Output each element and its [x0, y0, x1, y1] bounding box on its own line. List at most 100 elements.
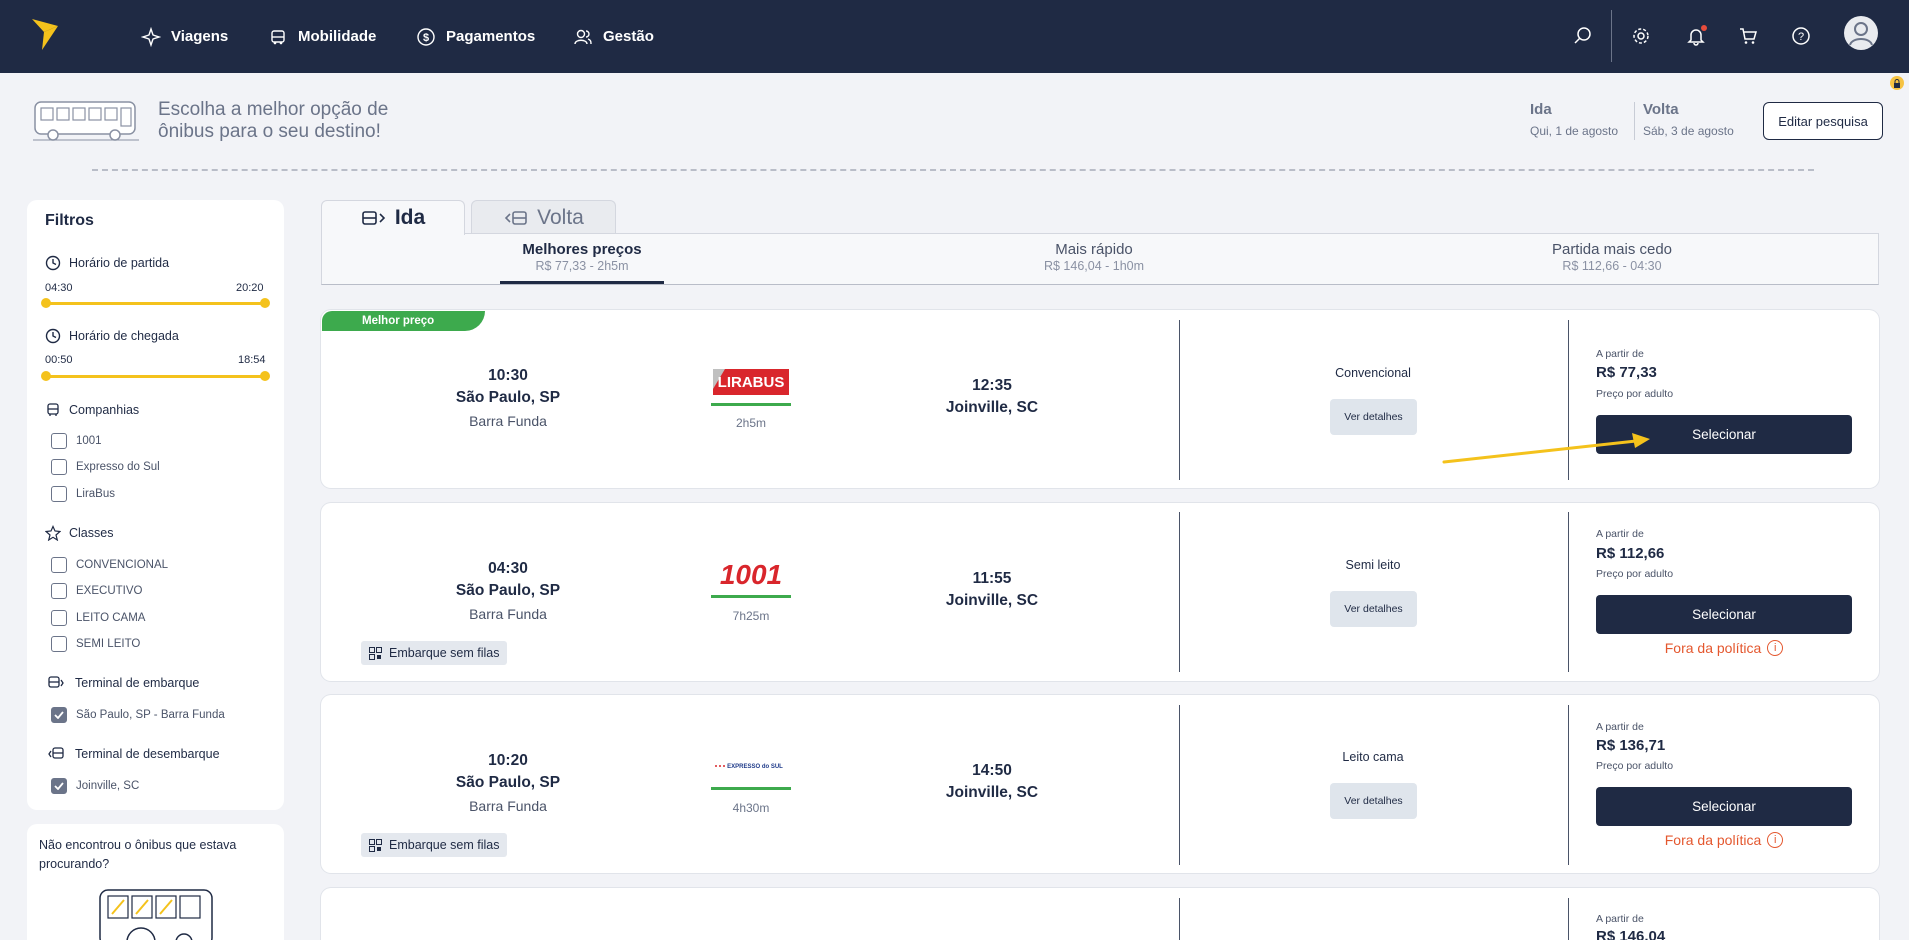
checkbox-checked[interactable] [51, 707, 67, 723]
arrival-city: Joinville, SC [945, 399, 1039, 416]
company-underline [711, 403, 791, 406]
nav-pagamentos[interactable]: $ Pagamentos [416, 0, 535, 73]
nav-viagens-label: Viagens [171, 28, 229, 45]
arrival-time: 14:50 [972, 762, 1012, 779]
filters-title: Filtros [45, 212, 94, 229]
info-icon[interactable]: i [1767, 832, 1784, 848]
select-button[interactable]: Selecionar [1596, 787, 1852, 826]
company-option-lirabus[interactable]: LiraBus [51, 486, 115, 502]
sort-subtitle: R$ 77,33 - 2h5m [535, 259, 629, 273]
company-option-1001[interactable]: 1001 [51, 433, 102, 449]
tab-ida[interactable]: Ida [321, 200, 465, 235]
company-option-expresso-do-sul[interactable]: Expresso do Sul [51, 459, 160, 475]
card-divider [1179, 898, 1180, 940]
checkbox[interactable] [51, 557, 67, 573]
departure-time: 10:30 [488, 367, 528, 384]
filters-panel [27, 200, 284, 810]
logo-icon[interactable] [30, 16, 60, 52]
gear-icon[interactable] [1627, 22, 1655, 50]
bus-class: Convencional [1335, 366, 1411, 380]
users-icon [574, 29, 592, 44]
out-of-policy-warning[interactable]: Fora da política i [1596, 832, 1852, 848]
car-icon [271, 29, 285, 44]
departure-station: Barra Funda [469, 798, 547, 814]
price-from-label: A partir de [1596, 348, 1644, 360]
result-card [321, 503, 1879, 681]
card-divider [1568, 705, 1569, 865]
svg-text:?: ? [1798, 31, 1804, 43]
checkbox[interactable] [51, 583, 67, 599]
company-option-label: 1001 [76, 435, 102, 447]
ida-info: Ida Qui, 1 de agosto [1530, 101, 1618, 138]
select-button[interactable]: Selecionar [1596, 415, 1852, 454]
tab-volta[interactable]: Volta [471, 200, 616, 234]
bell-icon[interactable] [1682, 22, 1710, 50]
class-option-semi-leito[interactable]: SEMI LEITO [51, 636, 140, 652]
out-of-policy-warning[interactable]: Fora da política i [1596, 640, 1852, 656]
arrival-slider-min-handle[interactable] [41, 371, 51, 381]
sort-earliest[interactable]: Partida mais cedo R$ 112,66 - 04:30 [1512, 241, 1712, 273]
landing-option-joinville[interactable]: Joinville, SC [51, 778, 139, 794]
card-divider [1179, 512, 1180, 672]
class-option-leito-cama[interactable]: LEITO CAMA [51, 610, 145, 626]
avatar-icon[interactable] [1844, 16, 1878, 50]
search-icon[interactable] [1569, 22, 1597, 50]
select-button[interactable]: Selecionar [1596, 595, 1852, 634]
departure-slider[interactable] [41, 298, 270, 308]
result-card [321, 888, 1879, 940]
card-divider [1179, 320, 1180, 480]
price-per-adult-label: Preço por adulto [1596, 568, 1674, 580]
edit-search-button[interactable]: Editar pesquisa [1763, 102, 1883, 140]
trip-duration: 7h25m [732, 609, 770, 623]
checkbox[interactable] [51, 486, 67, 502]
nav-viagens[interactable]: Viagens [141, 0, 228, 73]
companies-filter: Companhias [45, 402, 139, 418]
checkbox-checked[interactable] [51, 778, 67, 794]
cart-icon[interactable] [1734, 22, 1762, 50]
sort-options-bar [321, 233, 1879, 285]
check-icon [54, 711, 64, 719]
details-button[interactable]: Ver detalhes [1330, 591, 1417, 627]
class-option-label: LEITO CAMA [76, 612, 146, 624]
check-icon [54, 782, 64, 790]
checkbox[interactable] [51, 610, 67, 626]
price-from-label: A partir de [1596, 913, 1644, 925]
landing-terminal-filter: Terminal de desembarque [45, 746, 220, 762]
sort-subtitle: R$ 146,04 - 1h0m [1043, 259, 1145, 273]
out-of-policy-label: Fora da política [1664, 640, 1762, 656]
result-card [321, 695, 1879, 873]
price-per-adult-label: Preço por adulto [1596, 760, 1674, 772]
details-button[interactable]: Ver detalhes [1330, 783, 1417, 819]
arrival-max: 18:54 [238, 354, 266, 366]
sort-fastest[interactable]: Mais rápido R$ 146,04 - 1h0m [1000, 241, 1188, 273]
class-option-label: EXECUTIVO [76, 585, 143, 597]
details-button[interactable]: Ver detalhes [1330, 399, 1417, 435]
arrival-city: Joinville, SC [945, 784, 1039, 801]
info-icon[interactable]: i [1767, 640, 1784, 656]
arrival-time: 12:35 [972, 377, 1012, 394]
departure-slider-min-handle[interactable] [41, 298, 51, 308]
class-option-convencional[interactable]: CONVENCIONAL [51, 557, 168, 573]
trip-duration: 2h5m [735, 416, 767, 430]
sort-best-price[interactable]: Melhores preços R$ 77,33 - 2h5m [500, 241, 664, 273]
nav-pagamentos-label: Pagamentos [446, 28, 536, 45]
class-option-label: SEMI LEITO [76, 638, 141, 650]
class-option-executivo[interactable]: EXECUTIVO [51, 583, 142, 599]
checkbox[interactable] [51, 459, 67, 475]
bus-front-illustration-icon [99, 889, 213, 940]
boarding-option-barra-funda[interactable]: São Paulo, SP - Barra Funda [51, 707, 225, 723]
volta-info: Volta Sáb, 3 de agosto [1643, 101, 1734, 138]
departure-time-filter: Horário de partida [45, 255, 169, 271]
departure-slider-max-handle[interactable] [260, 298, 270, 308]
nav-mobilidade[interactable]: Mobilidade [268, 0, 376, 73]
departure-time: 04:30 [488, 560, 528, 577]
arrival-slider[interactable] [41, 371, 270, 381]
arrival-slider-max-handle[interactable] [260, 371, 270, 381]
landing-terminal-label: Terminal de desembarque [75, 747, 220, 761]
help-icon[interactable]: ? [1787, 22, 1815, 50]
card-divider [1179, 705, 1180, 865]
checkbox[interactable] [51, 636, 67, 652]
checkbox[interactable] [51, 433, 67, 449]
nav-gestao[interactable]: Gestão [573, 0, 654, 73]
ida-date: Qui, 1 de agosto [1530, 124, 1619, 138]
